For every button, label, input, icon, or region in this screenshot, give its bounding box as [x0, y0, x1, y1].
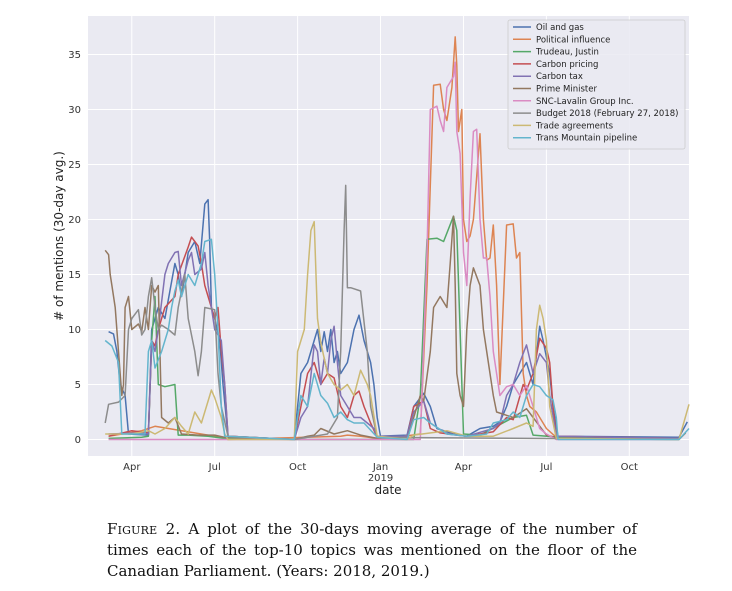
legend-label: Trudeau, Justin [535, 48, 599, 58]
legend-label: Trans Mountain pipeline [535, 134, 637, 144]
y-tick-label: 35 [68, 50, 81, 61]
x-tick-label: Jul [208, 462, 221, 473]
x-tick-label: Oct [621, 462, 638, 473]
legend-label: SNC-Lavalin Group Inc. [536, 97, 634, 107]
legend-label: Carbon tax [536, 72, 583, 82]
y-tick-label: 10 [68, 325, 81, 336]
y-tick-labels: 0 5 10 15 20 25 30 35 [68, 50, 81, 446]
series-line-political-influence [108, 36, 680, 441]
legend-label: Trade agreements [535, 121, 614, 131]
legend-label: Carbon pricing [536, 60, 598, 70]
x-tick-label: Jan [372, 462, 388, 473]
series-lines [104, 36, 690, 441]
y-tick-label: 0 [75, 435, 81, 446]
series-line-trade-agreements [105, 220, 690, 441]
legend: Oil and gas Political influence Trudeau, J… [507, 19, 686, 150]
legend-label: Budget 2018 (February 27, 2018) [536, 109, 678, 119]
caption-text: A plot of the 30-days moving average of … [107, 520, 637, 580]
x-tick-label: Apr [455, 462, 473, 473]
series-line-prime-minister [104, 215, 687, 441]
series-line-trans-mountain-pipeline [104, 238, 690, 441]
x-axis-title: date [374, 483, 401, 497]
y-tick-label: 20 [68, 215, 81, 226]
x-tick-sublabel: 2019 [368, 473, 393, 484]
legend-label: Oil and gas [536, 23, 584, 33]
x-tick-label: Oct [289, 462, 306, 473]
y-tick-label: 15 [68, 270, 81, 281]
gridlines [88, 16, 689, 456]
y-tick-label: 30 [68, 105, 81, 116]
x-tick-label: Jul [539, 462, 552, 473]
series-line-budget-2018-february-27-2018 [104, 184, 680, 441]
y-axis-title: # of mentions (30-day avg.) [52, 151, 66, 321]
series-line-snc-lavalin-group-inc [108, 61, 679, 441]
x-tick-label: Apr [123, 462, 141, 473]
y-tick-label: 25 [68, 160, 81, 171]
legend-label: Prime Minister [536, 85, 597, 95]
legend-label: Political influence [536, 35, 610, 45]
caption-label: Figure 2. [107, 520, 181, 538]
legend-frame [507, 19, 686, 150]
y-tick-label: 5 [75, 380, 81, 391]
figure-caption: Figure 2. A plot of the 30-days moving a… [107, 519, 637, 582]
